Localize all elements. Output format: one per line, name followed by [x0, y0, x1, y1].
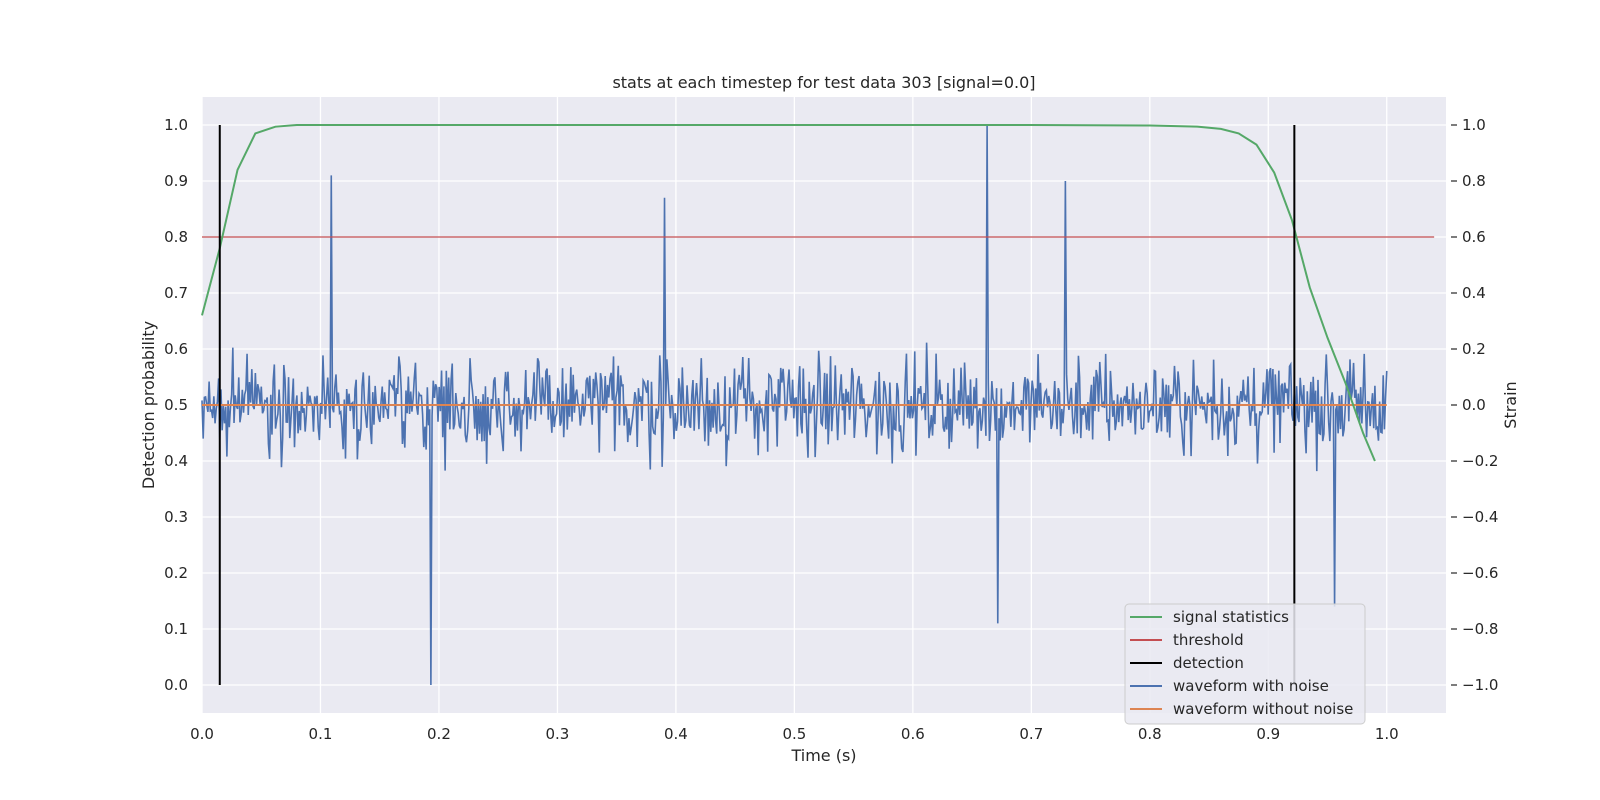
- x-tick-label: 0.0: [190, 725, 214, 743]
- y2-tick-label: −1.0: [1462, 676, 1498, 694]
- y-tick-label: 0.2: [164, 564, 188, 582]
- y2-tick-label: 0.8: [1462, 172, 1486, 190]
- x-tick-label: 0.7: [1019, 725, 1043, 743]
- chart-title: stats at each timestep for test data 303…: [612, 73, 1035, 92]
- legend-label: detection: [1173, 654, 1244, 672]
- x-tick-label: 0.6: [901, 725, 925, 743]
- series-layer: [201, 124, 1435, 686]
- y2-axis-label: Strain: [1501, 381, 1520, 428]
- y-tick-label: 0.9: [164, 172, 188, 190]
- x-tick-label: 0.5: [782, 725, 806, 743]
- y-tick-label: 0.1: [164, 620, 188, 638]
- y2-tick-label: 0.2: [1462, 340, 1486, 358]
- x-tick-label: 0.3: [545, 725, 569, 743]
- x-tick-label: 0.9: [1256, 725, 1280, 743]
- y2-tick-label: 0.6: [1462, 228, 1486, 246]
- y-tick-label: 0.6: [164, 340, 188, 358]
- y2-tick-label: −0.2: [1462, 452, 1498, 470]
- x-tick-label: 0.8: [1138, 725, 1162, 743]
- x-tick-label: 0.1: [309, 725, 333, 743]
- y-tick-label: 0.8: [164, 228, 188, 246]
- legend-label: signal statistics: [1173, 608, 1289, 626]
- y-tick-label: 0.7: [164, 284, 188, 302]
- y-tick-label: 0.0: [164, 676, 188, 694]
- y2-tick-label: −0.6: [1462, 564, 1498, 582]
- y2-tick-label: 0.4: [1462, 284, 1486, 302]
- series-signal-statistics: [201, 124, 1376, 462]
- x-tick-label: 0.2: [427, 725, 451, 743]
- legend-label: waveform without noise: [1173, 700, 1353, 718]
- y2-tick-label: 0.0: [1462, 396, 1486, 414]
- y2-tick-label: −0.4: [1462, 508, 1498, 526]
- x-axis-label: Time (s): [790, 746, 856, 765]
- y-tick-label: 0.3: [164, 508, 188, 526]
- legend-label: waveform with noise: [1173, 677, 1329, 695]
- x-tick-label: 1.0: [1375, 725, 1399, 743]
- x-tick-label: 0.4: [664, 725, 688, 743]
- y-axis-label: Detection probability: [139, 321, 158, 489]
- y2-tick-label: −0.8: [1462, 620, 1498, 638]
- legend: signal statistics threshold detection wavef…: [1124, 603, 1366, 725]
- ticks-layer: 0.0 0.1 0.2 0.3 0.4 0.5 0.6 0.7 0.8 0.9 1.0 0.0 0.1 0…: [164, 116, 1498, 743]
- legend-box: [1124, 603, 1366, 725]
- legend-label: threshold: [1173, 631, 1244, 649]
- y-tick-label: 0.4: [164, 452, 188, 470]
- y2-tick-label: 1.0: [1462, 116, 1486, 134]
- y-tick-label: 0.5: [164, 396, 188, 414]
- y-tick-label: 1.0: [164, 116, 188, 134]
- series-waveform-with-noise: [201, 124, 1388, 686]
